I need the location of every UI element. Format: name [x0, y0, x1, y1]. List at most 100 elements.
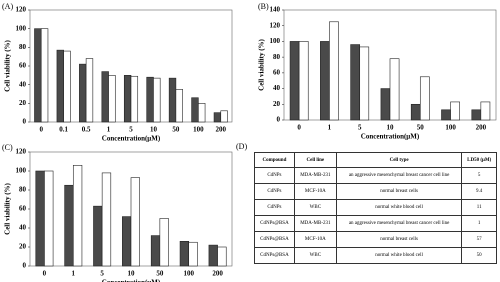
bar [150, 235, 161, 267]
bar [159, 218, 169, 267]
y-tick-label: 0 [277, 116, 281, 124]
bar [350, 44, 361, 121]
bar [35, 170, 45, 267]
y-tick-label: 140 [270, 6, 281, 14]
table-row: CdNPs MCF-10A normal breast cells 9.4 [254, 183, 497, 200]
bar [329, 21, 339, 121]
bar [108, 75, 116, 123]
y-tick-label: 40 [273, 84, 281, 92]
header-cell: Cell line [293, 152, 337, 168]
table-cell: CdNPs [254, 199, 295, 216]
bar [123, 75, 132, 123]
x-axis-title: Concentration(μM) [102, 135, 161, 143]
table-row: CdNPs@BSA WBC normal white blood cell 50 [254, 247, 497, 264]
header-row: Compound Cell line Cell type LD50 (μM) [254, 152, 497, 168]
table-row: CdNPs MDA-MB-231 an aggressive mesenchymal… [254, 167, 497, 184]
bar [93, 205, 103, 267]
x-tick-label: 5 [129, 126, 133, 134]
x-tick-label: 0 [39, 126, 43, 134]
bar [101, 172, 112, 267]
bar [40, 28, 49, 123]
table-cell: normal white blood cell [335, 247, 463, 264]
bar [130, 177, 140, 267]
y-tick-label: 40 [19, 224, 27, 232]
bar [72, 165, 83, 267]
y-tick-label: 60 [19, 205, 27, 213]
x-tick-label: 0 [297, 124, 301, 132]
bar [359, 46, 370, 121]
bar [191, 97, 199, 123]
table-cell: an aggressive mesenchymal breast cancer … [335, 167, 463, 184]
table-cell: WBC [293, 199, 337, 216]
bar [410, 103, 421, 121]
bar [441, 109, 451, 121]
x-tick-label: 5 [358, 124, 362, 132]
y-tick-label: 0 [23, 118, 27, 126]
x-tick-label: 100 [445, 124, 456, 132]
bar [450, 101, 460, 121]
x-tick-label: 200 [212, 270, 223, 278]
bar [175, 89, 183, 123]
panel-label: (B) [258, 2, 269, 11]
x-tick-label: 10 [128, 270, 136, 278]
bar [101, 71, 109, 123]
bar [63, 50, 71, 123]
table: Compound Cell line Cell type LD50 (μM) CdNPs… [254, 152, 497, 264]
table-cell: normal breast cells [335, 231, 463, 248]
table-cell: normal breast cells [335, 183, 463, 200]
table-cell: CdNPs@BSA [254, 247, 295, 264]
table-cell: CdNPs@BSA [254, 215, 295, 232]
x-tick-label: 1 [107, 126, 111, 134]
bar [480, 101, 491, 121]
y-tick-label: 80 [19, 43, 27, 51]
bar [198, 103, 206, 123]
panel-label: (C) [2, 143, 13, 152]
x-tick-label: 50 [172, 126, 180, 134]
x-tick-label: 10 [387, 124, 395, 132]
y-tick-label: 120 [16, 6, 27, 14]
header-cell: LD50 (μM) [461, 152, 497, 168]
y-tick-label: 120 [270, 21, 281, 29]
x-axis-title: Concentration(μM) [361, 133, 420, 141]
bar [130, 75, 139, 123]
y-tick-label: 0 [23, 262, 27, 270]
y-tick-label: 20 [273, 100, 281, 108]
table-cell: CdNPs [254, 167, 295, 184]
bar [471, 109, 482, 121]
table-cell: MDA-MB-231 [293, 215, 337, 232]
bar [213, 112, 222, 123]
y-tick-label: 100 [270, 37, 281, 45]
bar [85, 58, 94, 123]
table-row: CdNPs WBC normal white blood cell 11 [254, 199, 497, 216]
x-tick-label: 50 [417, 124, 425, 132]
bar [380, 88, 391, 121]
bar [298, 41, 309, 121]
bar [217, 246, 227, 267]
y-tick-label: 40 [19, 80, 27, 88]
x-tick-label: 1 [328, 124, 332, 132]
panel-label: (A) [2, 2, 13, 11]
bar [79, 63, 87, 123]
bar [208, 244, 218, 267]
bar [289, 41, 300, 121]
y-tick-label: 20 [19, 243, 27, 251]
table-cell: 9.4 [461, 183, 497, 200]
bar [179, 241, 190, 267]
table-cell: 5 [461, 167, 497, 184]
x-tick-label: 0.5 [82, 126, 91, 134]
table-row: CdNPs@BSA MDA-MB-231 an aggressive mesench… [254, 215, 497, 232]
bar [64, 184, 74, 267]
panel-label: (D) [236, 142, 248, 151]
x-axis-title: Concentration(μM) [102, 279, 161, 282]
table-cell: MCF-10A [293, 183, 337, 200]
x-tick-label: 200 [216, 126, 227, 134]
table-cell: 50 [461, 247, 497, 264]
table-cell: 11 [461, 199, 497, 216]
bar [220, 110, 228, 123]
y-axis-title: Cell viability (%) [4, 182, 12, 234]
header-cell: Cell type [335, 152, 463, 168]
x-tick-label: 50 [156, 270, 164, 278]
x-tick-label: 1 [72, 270, 76, 278]
